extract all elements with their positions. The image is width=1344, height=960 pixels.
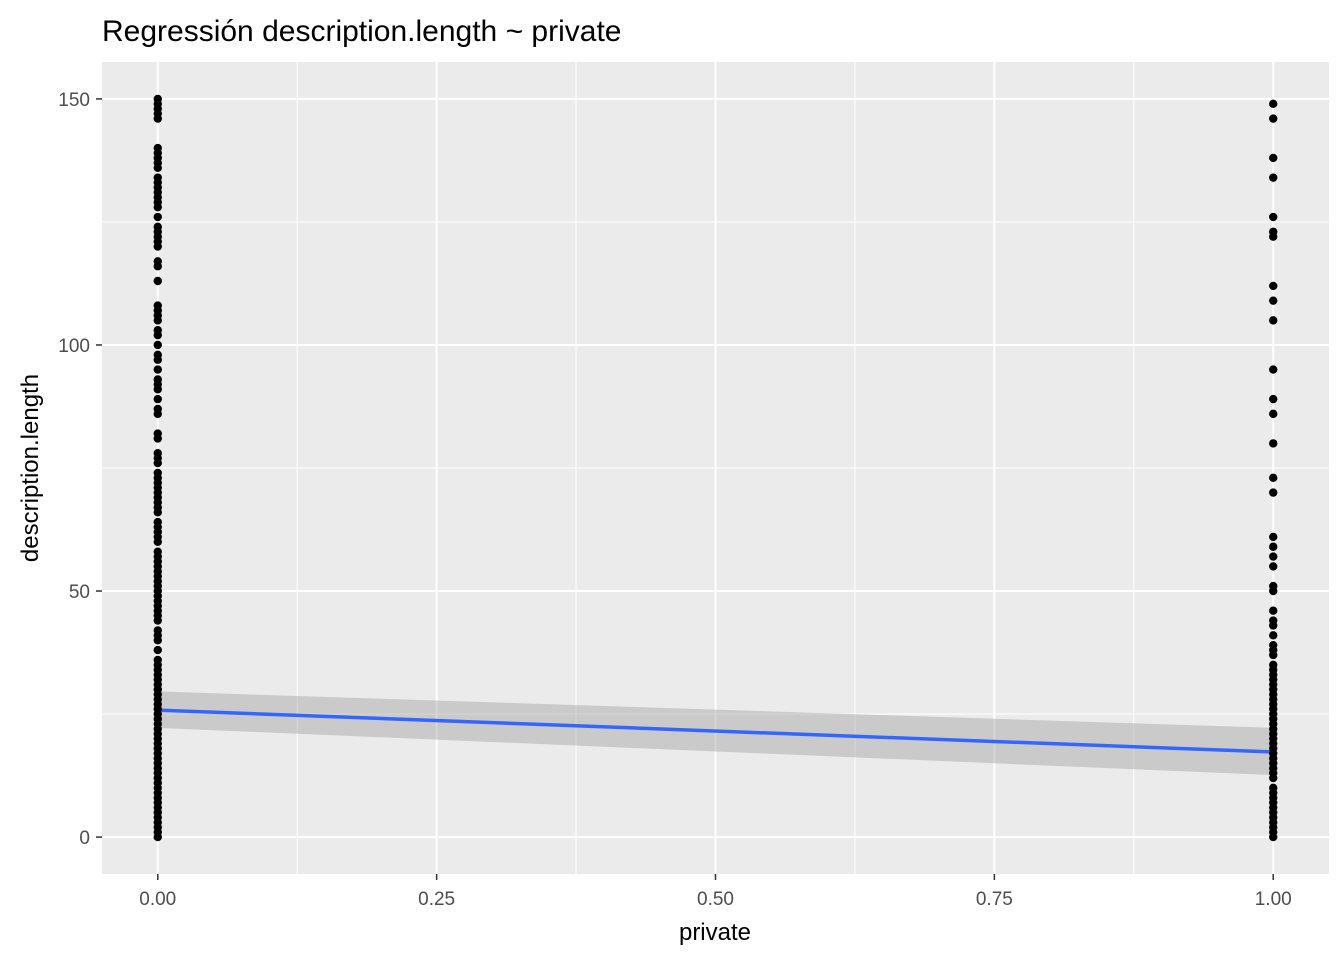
data-point [153,517,162,527]
data-point [1269,532,1278,542]
data-point [153,468,162,478]
y-tick-label: 150 [58,90,90,111]
data-point [153,626,162,635]
chart-title: Regressión description.length ~ private [102,15,621,48]
data-point [1269,606,1278,615]
x-tick-label: 0.50 [697,889,734,910]
data-point [1269,616,1278,625]
x-tick-label: 0.75 [976,889,1013,910]
data-point [153,365,162,374]
data-point [1269,562,1278,571]
data-point [153,655,162,665]
points-layer [153,94,1278,842]
data-point [153,547,162,556]
data-point [1269,281,1278,291]
data-point [1269,542,1278,551]
data-point [1269,153,1278,163]
data-point [1269,783,1278,793]
data-point [153,257,162,266]
tick-layer: 0.00 0.25 0.50 0.75 1.00 0 50 100 150 [58,90,1291,910]
data-point [1269,660,1278,670]
data-point [153,375,162,384]
x-tick-label: 0.25 [418,889,455,910]
data-point [153,276,162,286]
data-point [153,449,162,458]
data-point [153,645,162,655]
data-point [1269,114,1278,123]
data-point [153,301,162,310]
data-point [153,394,162,404]
data-point [1269,365,1278,374]
y-tick-label: 50 [69,582,90,603]
data-point [1269,439,1278,448]
data-point [153,340,162,350]
confidence-band-layer [157,691,1274,776]
x-tick-label: 0.00 [139,889,176,910]
data-point [1269,173,1278,182]
y-axis-title: description.length [17,374,44,562]
data-point [1269,473,1278,483]
data-point [153,212,162,222]
data-point [1269,631,1278,640]
x-tick-label: 1.00 [1255,889,1292,910]
data-point [1269,227,1278,236]
data-point [1269,488,1278,497]
data-point [153,222,162,232]
data-point [1269,409,1278,419]
data-point [153,94,162,104]
data-point [1269,99,1278,109]
x-axis-title: private [679,919,751,946]
regression-line [157,708,1274,754]
data-point [153,173,162,182]
data-point [153,326,162,335]
data-point [1269,640,1278,650]
data-point [153,143,162,153]
data-point [153,404,162,414]
y-tick-label: 100 [58,336,90,357]
data-point [1269,316,1278,325]
y-tick-label: 0 [79,828,90,849]
data-point [153,350,162,360]
data-point [153,429,162,438]
data-point [1269,552,1278,561]
confidence-band [157,691,1274,776]
data-point [1269,394,1278,404]
data-point [1269,212,1278,222]
data-point [1269,581,1278,591]
fit-line-layer [157,708,1274,754]
data-point [1269,296,1278,305]
